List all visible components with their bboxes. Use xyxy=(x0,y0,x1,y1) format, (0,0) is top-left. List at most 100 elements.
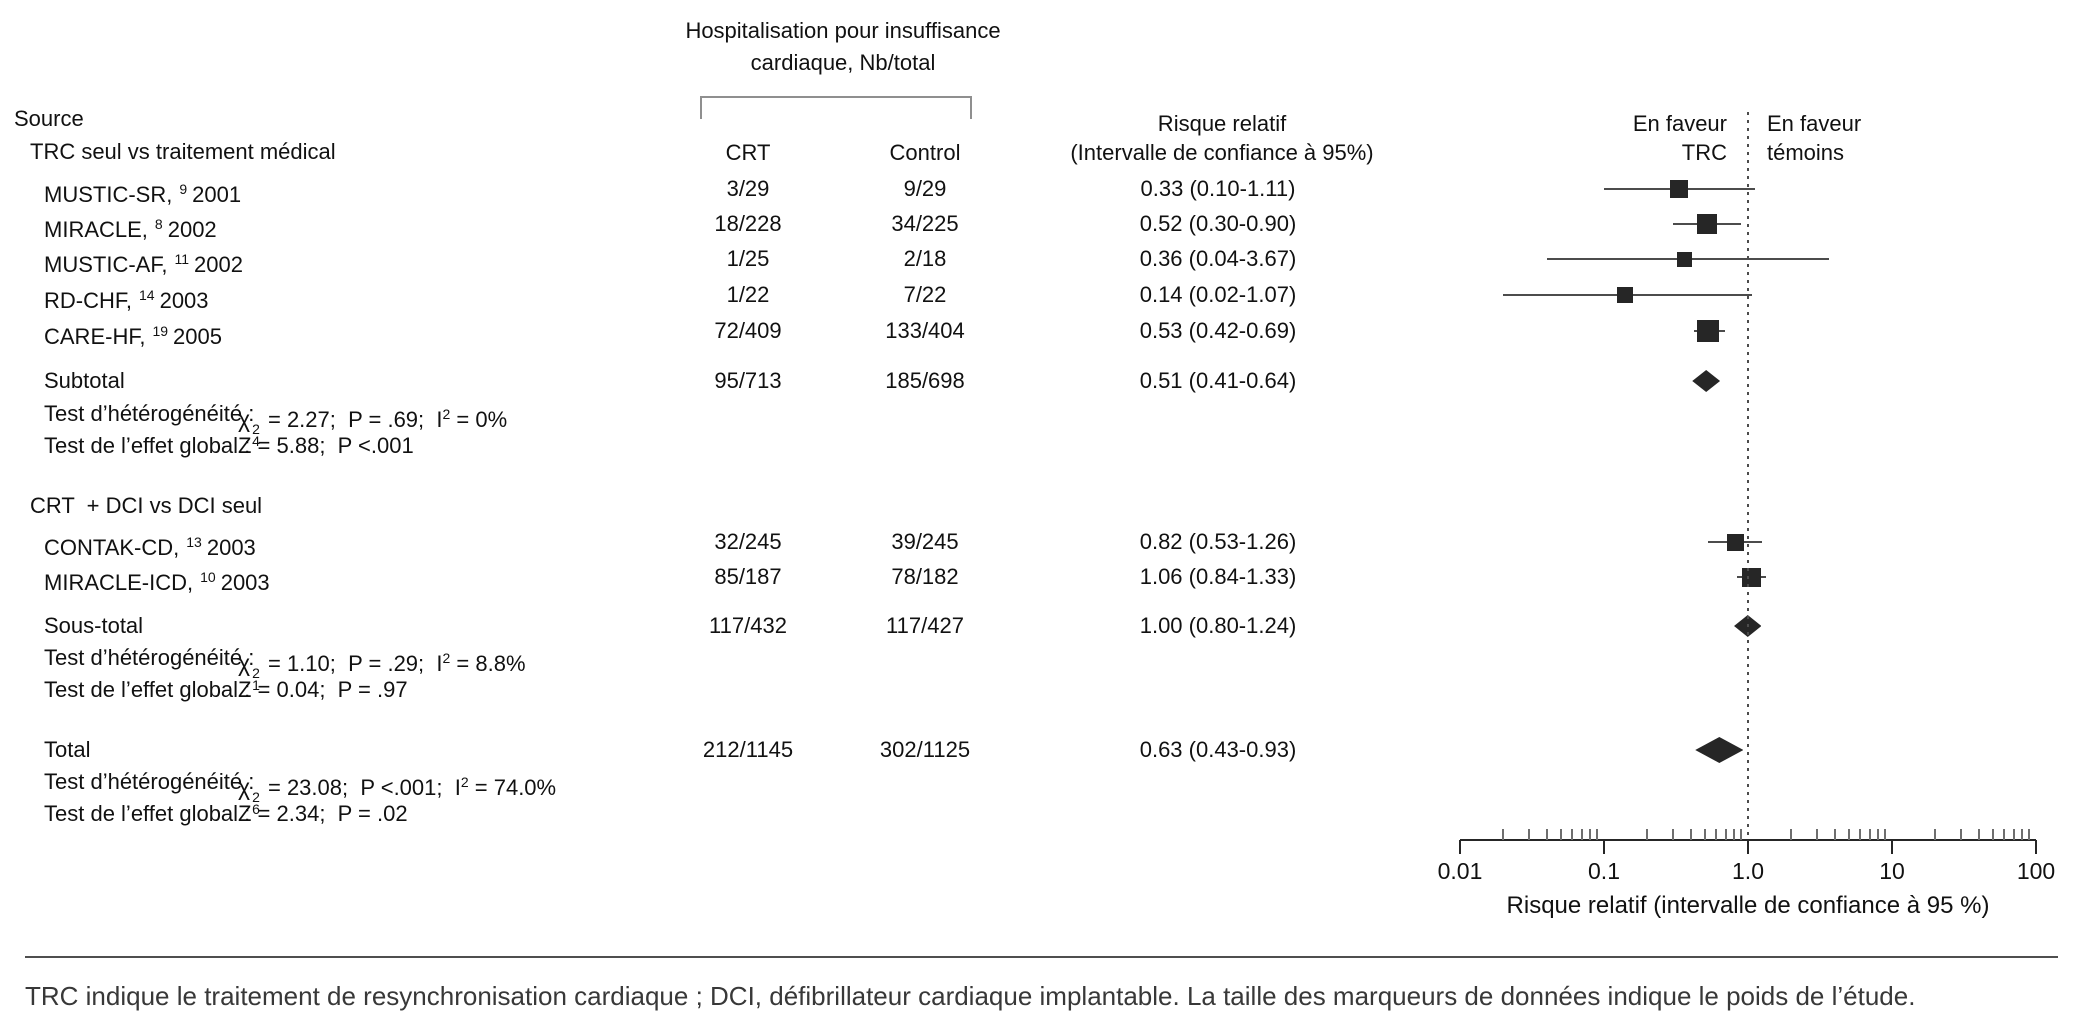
column-group-bracket-right xyxy=(970,96,972,119)
rr-ci-value: 0.52 (0.30-0.90) xyxy=(1139,211,1297,236)
axis-tick-label: 0.01 xyxy=(1437,858,1483,884)
source-column-header: Source xyxy=(14,106,84,131)
stat-test-label: Test de l’effet global : xyxy=(44,801,251,826)
axis-tick-label: 0.1 xyxy=(1588,858,1620,884)
study-point-marker xyxy=(1676,251,1692,267)
study-reference-superscript: 19 xyxy=(152,323,169,339)
axis-tick-minor xyxy=(1884,829,1887,840)
crt-value: 85/187 xyxy=(714,564,782,589)
i-squared-symbol: I xyxy=(436,407,443,432)
study-point-marker xyxy=(1617,287,1634,303)
crt-value: 212/1145 xyxy=(702,737,794,762)
x-axis-title: Risque relatif (intervalle de confiance … xyxy=(1506,892,1990,919)
axis-tick-minor xyxy=(1596,829,1599,840)
stat-test-label: Test d’hétérogénéité : xyxy=(44,645,255,670)
chi-square-symbol: χ xyxy=(238,774,251,800)
rr-ci-value: 0.14 (0.02-1.07) xyxy=(1139,282,1297,307)
control-value: 117/427 xyxy=(886,613,964,638)
axis-tick-major xyxy=(1747,840,1749,854)
section-header: TRC seul vs traitement médical xyxy=(30,139,336,164)
rr-ci-value: 0.36 (0.04-3.67) xyxy=(1139,246,1297,271)
study-reference-superscript: 13 xyxy=(186,534,202,550)
axis-tick-minor xyxy=(1580,829,1583,840)
axis-tick-major xyxy=(1459,840,1461,854)
study-year: 2002 xyxy=(194,252,243,277)
rr-ci-value: 0.53 (0.42-0.69) xyxy=(1139,318,1297,343)
study-reference-superscript: 8 xyxy=(154,216,163,232)
section-header: CRT + DCI vs DCI seul xyxy=(30,493,263,518)
subtotal-diamond-marker xyxy=(1692,370,1721,392)
chi-square-df-subscript: 1 xyxy=(252,677,260,693)
axis-tick-minor xyxy=(2012,829,2015,840)
crt-value: 32/245 xyxy=(714,529,782,554)
study-reference-superscript: 9 xyxy=(179,181,188,197)
column-group-title-line2: cardiaque, Nb/total xyxy=(750,50,936,75)
axis-tick-minor xyxy=(1733,829,1736,840)
stat-test-formula: Z = 2.34; P = .02 xyxy=(238,800,408,828)
study-point-marker xyxy=(1697,214,1718,234)
study-year: 2003 xyxy=(220,570,270,595)
axis-tick-minor xyxy=(1859,829,1862,840)
study-year: 2002 xyxy=(167,217,217,242)
axis-tick-minor xyxy=(1868,829,1871,840)
stat-test-formula: Z = 0.04; P = .97 xyxy=(238,676,408,704)
study-point-marker xyxy=(1669,180,1688,198)
study-source-name: MIRACLE-ICD, xyxy=(44,570,194,595)
control-value: 185/698 xyxy=(885,368,965,393)
study-year: 2003 xyxy=(206,535,256,560)
study-point-marker xyxy=(1697,320,1720,342)
crt-value: 72/409 xyxy=(714,318,782,343)
study-row-label: MIRACLE, 8 2002 xyxy=(44,210,217,242)
column-group-bracket-left xyxy=(700,96,702,119)
control-value: 7/22 xyxy=(903,282,947,307)
total-label: Total xyxy=(44,737,91,762)
favors-trc-label-line2: TRC xyxy=(1681,140,1727,165)
crt-column-header: CRT xyxy=(725,140,771,165)
axis-tick-minor xyxy=(2028,829,2031,840)
rr-ci-value: 0.33 (0.10-1.11) xyxy=(1140,176,1296,201)
control-column-header: Control xyxy=(889,140,961,165)
axis-tick-label: 100 xyxy=(2016,858,2056,884)
axis-tick-minor xyxy=(1689,829,1692,840)
rr-ci-value: 0.63 (0.43-0.93) xyxy=(1139,737,1297,762)
favors-temoins-label-line2: témoins xyxy=(1767,140,1845,165)
axis-tick-minor xyxy=(1703,829,1706,840)
crt-value: 1/22 xyxy=(726,282,770,307)
chi-square-exponent: 2 xyxy=(252,665,260,681)
axis-tick-minor xyxy=(1671,829,1674,840)
chi-square-df-subscript: 6 xyxy=(252,801,260,817)
crt-value: 18/228 xyxy=(714,211,782,236)
i-squared-value: = 0% xyxy=(450,407,508,432)
subtotal-label: Subtotal xyxy=(44,368,125,393)
study-reference-superscript: 10 xyxy=(200,569,216,585)
study-year: 2001 xyxy=(192,182,242,207)
control-value: 34/225 xyxy=(891,211,959,236)
axis-tick-minor xyxy=(1559,829,1562,840)
study-row-label: CARE-HF, 19 2005 xyxy=(44,317,222,349)
study-point-marker xyxy=(1727,533,1745,551)
stat-test-formula: Z = 5.88; P <.001 xyxy=(238,432,414,460)
crt-value: 3/29 xyxy=(726,176,770,201)
study-source-name: MUSTIC-SR, xyxy=(44,182,173,207)
control-value: 39/245 xyxy=(891,529,959,554)
rr-ci-value: 1.06 (0.84-1.33) xyxy=(1139,564,1297,589)
axis-tick-major xyxy=(1891,840,1893,854)
axis-tick-minor xyxy=(2003,829,2006,840)
subtotal-label: Sous-total xyxy=(44,613,144,638)
favors-trc-label-line1: En faveur xyxy=(1632,111,1727,136)
stat-test-label: Test d’hétérogénéité : xyxy=(44,401,255,426)
axis-tick-label: 10 xyxy=(1879,858,1905,884)
axis-tick-minor xyxy=(1589,829,1592,840)
axis-tick-minor xyxy=(1833,829,1836,840)
rr-ci-value: 0.51 (0.41-0.64) xyxy=(1139,368,1297,393)
axis-tick-minor xyxy=(1646,829,1649,840)
z-p-values: Z = 0.04; P = .97 xyxy=(238,677,408,702)
stat-test-label: Test de l’effet global : xyxy=(44,433,251,458)
study-source-name: MUSTIC-AF, xyxy=(44,252,168,277)
chi-square-symbol: χ xyxy=(238,406,251,432)
